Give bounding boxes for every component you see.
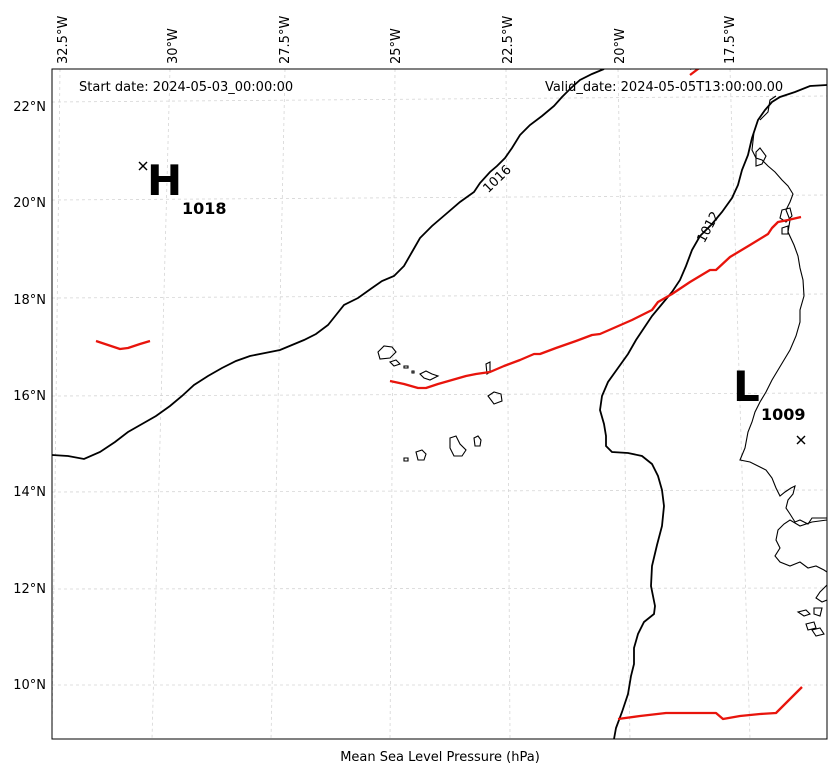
- bijagos-islands: [796, 607, 825, 637]
- lon-tick: 27.5°W: [278, 16, 293, 64]
- lat-ticks: 22°N 20°N 18°N 16°N 14°N 12°N 10°N: [13, 100, 46, 693]
- meridian-30w: [151, 69, 171, 739]
- island-sao-vicente: [388, 359, 402, 367]
- lon-tick: 20°W: [613, 28, 628, 64]
- lon-tick: 30°W: [166, 28, 181, 64]
- graticule: [52, 69, 827, 739]
- island-fogo: [415, 449, 427, 461]
- plot-frame: [51, 68, 828, 740]
- island-sao-nicolau: [419, 370, 440, 381]
- lon-ticks: 32.5°W 30°W 27.5°W 25°W 22.5°W 20°W 17.5…: [56, 16, 738, 64]
- front-north-segment: [689, 69, 700, 76]
- front-west-segment: [95, 339, 151, 351]
- high-center-cross: [138, 161, 148, 171]
- isobar-1012: [599, 84, 827, 739]
- cape-blanc: [755, 147, 767, 167]
- front-main: [389, 215, 802, 390]
- island-brava: [403, 457, 409, 462]
- high-letter: H: [147, 156, 182, 205]
- lon-tick: 32.5°W: [56, 16, 71, 64]
- lat-tick: 12°N: [13, 582, 46, 597]
- island-santiago: [449, 435, 467, 457]
- low-pressure-center: L 1009: [733, 362, 806, 445]
- meridian-22-5w: [505, 69, 511, 739]
- island-santo-antao: [377, 345, 397, 360]
- high-pressure-center: H 1018: [138, 156, 227, 218]
- lat-tick: 16°N: [13, 389, 46, 404]
- lat-tick: 20°N: [13, 196, 46, 211]
- meridian-32-5w: [52, 69, 61, 739]
- coast-south: [815, 584, 827, 603]
- meridian-20w: [617, 69, 631, 739]
- meridian-27-5w: [270, 69, 286, 739]
- africa-coastline: [739, 84, 827, 525]
- lat-tick: 18°N: [13, 293, 46, 308]
- lon-tick: 22.5°W: [501, 16, 516, 64]
- map-caption: Mean Sea Level Pressure (hPa): [340, 750, 540, 765]
- lat-tick: 10°N: [13, 678, 46, 693]
- low-pressure-value: 1009: [761, 405, 806, 424]
- front-south-segment: [617, 686, 803, 721]
- island-santa-luzia: [403, 365, 409, 369]
- guinea-coastline: [774, 519, 827, 573]
- high-pressure-value: 1018: [182, 199, 227, 218]
- low-center-cross: [796, 435, 806, 445]
- island-maio: [473, 435, 482, 447]
- lon-tick: 17.5°W: [723, 16, 738, 64]
- lat-tick: 22°N: [13, 100, 46, 115]
- island-boa-vista: [487, 391, 503, 405]
- meridian-17-5w: [729, 69, 751, 739]
- island-dot: [411, 370, 415, 374]
- isobar-1016-east: [690, 69, 694, 70]
- plot-area: [52, 69, 827, 739]
- isobar-1016: [52, 69, 605, 460]
- lat-tick: 14°N: [13, 485, 46, 500]
- low-letter: L: [733, 362, 760, 411]
- valid-date-label: Valid_date: 2024-05-05T13:00:00.00: [545, 80, 783, 95]
- start-date-label: Start date: 2024-05-03_00:00:00: [79, 80, 293, 95]
- meridian-25w: [389, 69, 396, 739]
- lon-tick: 25°W: [389, 28, 404, 64]
